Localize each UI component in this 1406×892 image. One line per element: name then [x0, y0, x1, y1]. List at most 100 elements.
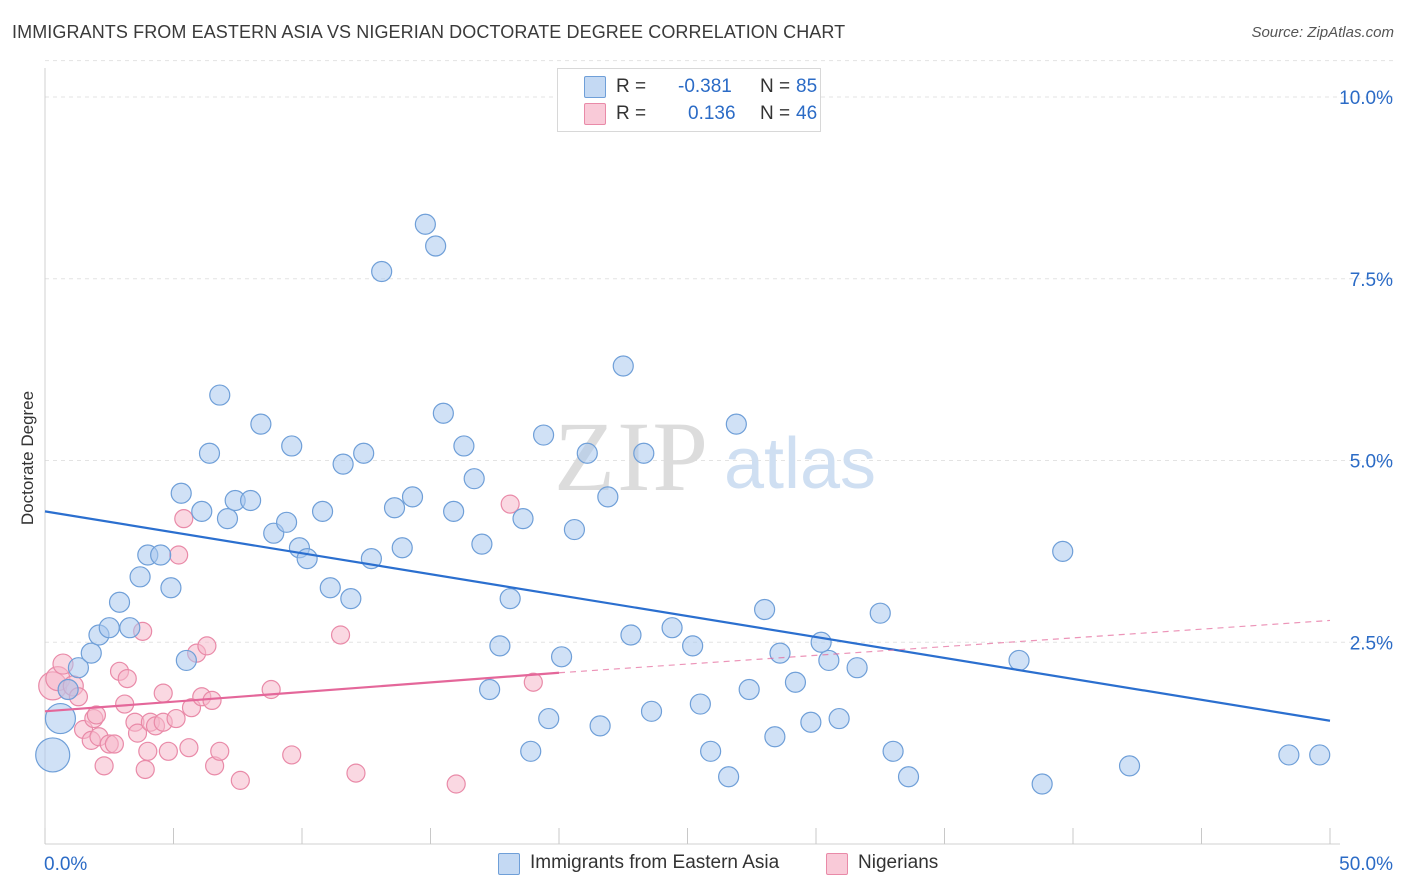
data-point [869, 602, 891, 624]
data-point [689, 693, 711, 715]
watermark-atlas: atlas [724, 424, 876, 504]
data-point [550, 646, 573, 668]
legend-n-value: 85 [796, 76, 818, 97]
data-point [523, 672, 543, 692]
data-point [446, 774, 466, 794]
data-point [682, 635, 704, 657]
data-point [170, 482, 192, 504]
data-point [135, 759, 155, 780]
legend-r-value: 0.136 [688, 103, 736, 124]
data-point [67, 657, 90, 679]
data-point [138, 741, 158, 761]
data-point [479, 678, 501, 701]
data-point [169, 545, 189, 565]
data-point [846, 657, 868, 679]
data-point [443, 500, 465, 522]
data-point [119, 617, 141, 639]
data-point [282, 745, 302, 765]
data-point [882, 740, 904, 762]
gridlines [45, 60, 1395, 643]
data-point [80, 642, 102, 664]
data-point [160, 577, 182, 599]
data-point [191, 500, 213, 522]
axes [44, 68, 1340, 845]
legend: R = -0.381 N = 85 R = 0.136 N = 46 [557, 68, 821, 132]
data-point [175, 649, 197, 672]
data-point [800, 711, 822, 733]
data-point [57, 678, 79, 701]
data-point [520, 740, 542, 762]
data-point [150, 544, 172, 566]
y-tick-label: 2.5% [1350, 633, 1393, 654]
data-point [86, 705, 107, 725]
data-point [1031, 773, 1053, 795]
data-point [198, 442, 221, 464]
data-point [764, 726, 786, 748]
chart-source: Source: ZipAtlas.com [1251, 24, 1394, 41]
data-point [640, 700, 663, 722]
trend-lines [44, 510, 1331, 722]
data-point [44, 702, 77, 735]
data-point [532, 424, 555, 446]
y-tick-label: 5.0% [1350, 452, 1393, 473]
data-point [250, 413, 272, 435]
series-nigerians [38, 494, 543, 794]
data-point [127, 723, 148, 743]
legend-n-label: N = [760, 103, 791, 124]
data-point [210, 741, 230, 761]
data-point [332, 453, 354, 475]
data-point [166, 708, 186, 729]
data-point [129, 566, 151, 588]
data-point [425, 235, 447, 257]
data-point [1309, 744, 1331, 766]
data-point [499, 588, 521, 610]
data-point [784, 671, 807, 693]
data-point [633, 442, 655, 464]
data-point [753, 598, 776, 621]
trend-line-eastern-asia [44, 510, 1331, 722]
bottom-legend-label: Nigerians [858, 852, 939, 873]
y-tick-label: 7.5% [1350, 270, 1393, 291]
data-point [563, 518, 586, 541]
data-point [810, 631, 832, 653]
trend-line-nigerians [44, 671, 560, 713]
data-point [281, 435, 303, 457]
data-point [179, 738, 199, 758]
data-point [340, 588, 362, 610]
data-point [576, 442, 598, 464]
data-point [500, 494, 520, 514]
trend-line-nigerians-extension [558, 619, 1331, 674]
x-tick-label: 50.0% [1339, 854, 1393, 875]
legend-swatch-blue [584, 76, 606, 98]
data-point [240, 489, 262, 512]
x-tick-label: 0.0% [44, 854, 87, 875]
legend-r-value: -0.381 [678, 76, 732, 97]
data-point [453, 435, 475, 457]
chart-title: IMMIGRANTS FROM EASTERN ASIA VS NIGERIAN… [12, 22, 846, 42]
y-axis-label: Doctorate Degree [18, 390, 37, 526]
data-point [174, 509, 194, 529]
data-point [725, 413, 747, 435]
data-point [346, 763, 366, 783]
data-point [589, 715, 611, 737]
data-point [202, 690, 222, 711]
data-point [35, 737, 71, 773]
data-point [1008, 649, 1030, 672]
data-point [153, 683, 173, 703]
data-point [597, 486, 619, 508]
data-point [828, 707, 850, 730]
data-point [94, 756, 114, 776]
y-tick-label: 10.0% [1339, 88, 1393, 109]
data-point [897, 766, 920, 788]
legend-r-label: R = [616, 76, 647, 97]
data-point [414, 213, 436, 235]
data-point [769, 642, 791, 664]
data-point [738, 678, 760, 701]
data-point [371, 260, 393, 283]
data-point [158, 741, 178, 761]
data-point [391, 537, 413, 559]
data-point [319, 577, 341, 599]
bottom-legend-swatch-blue [498, 853, 520, 875]
data-point [471, 533, 493, 555]
